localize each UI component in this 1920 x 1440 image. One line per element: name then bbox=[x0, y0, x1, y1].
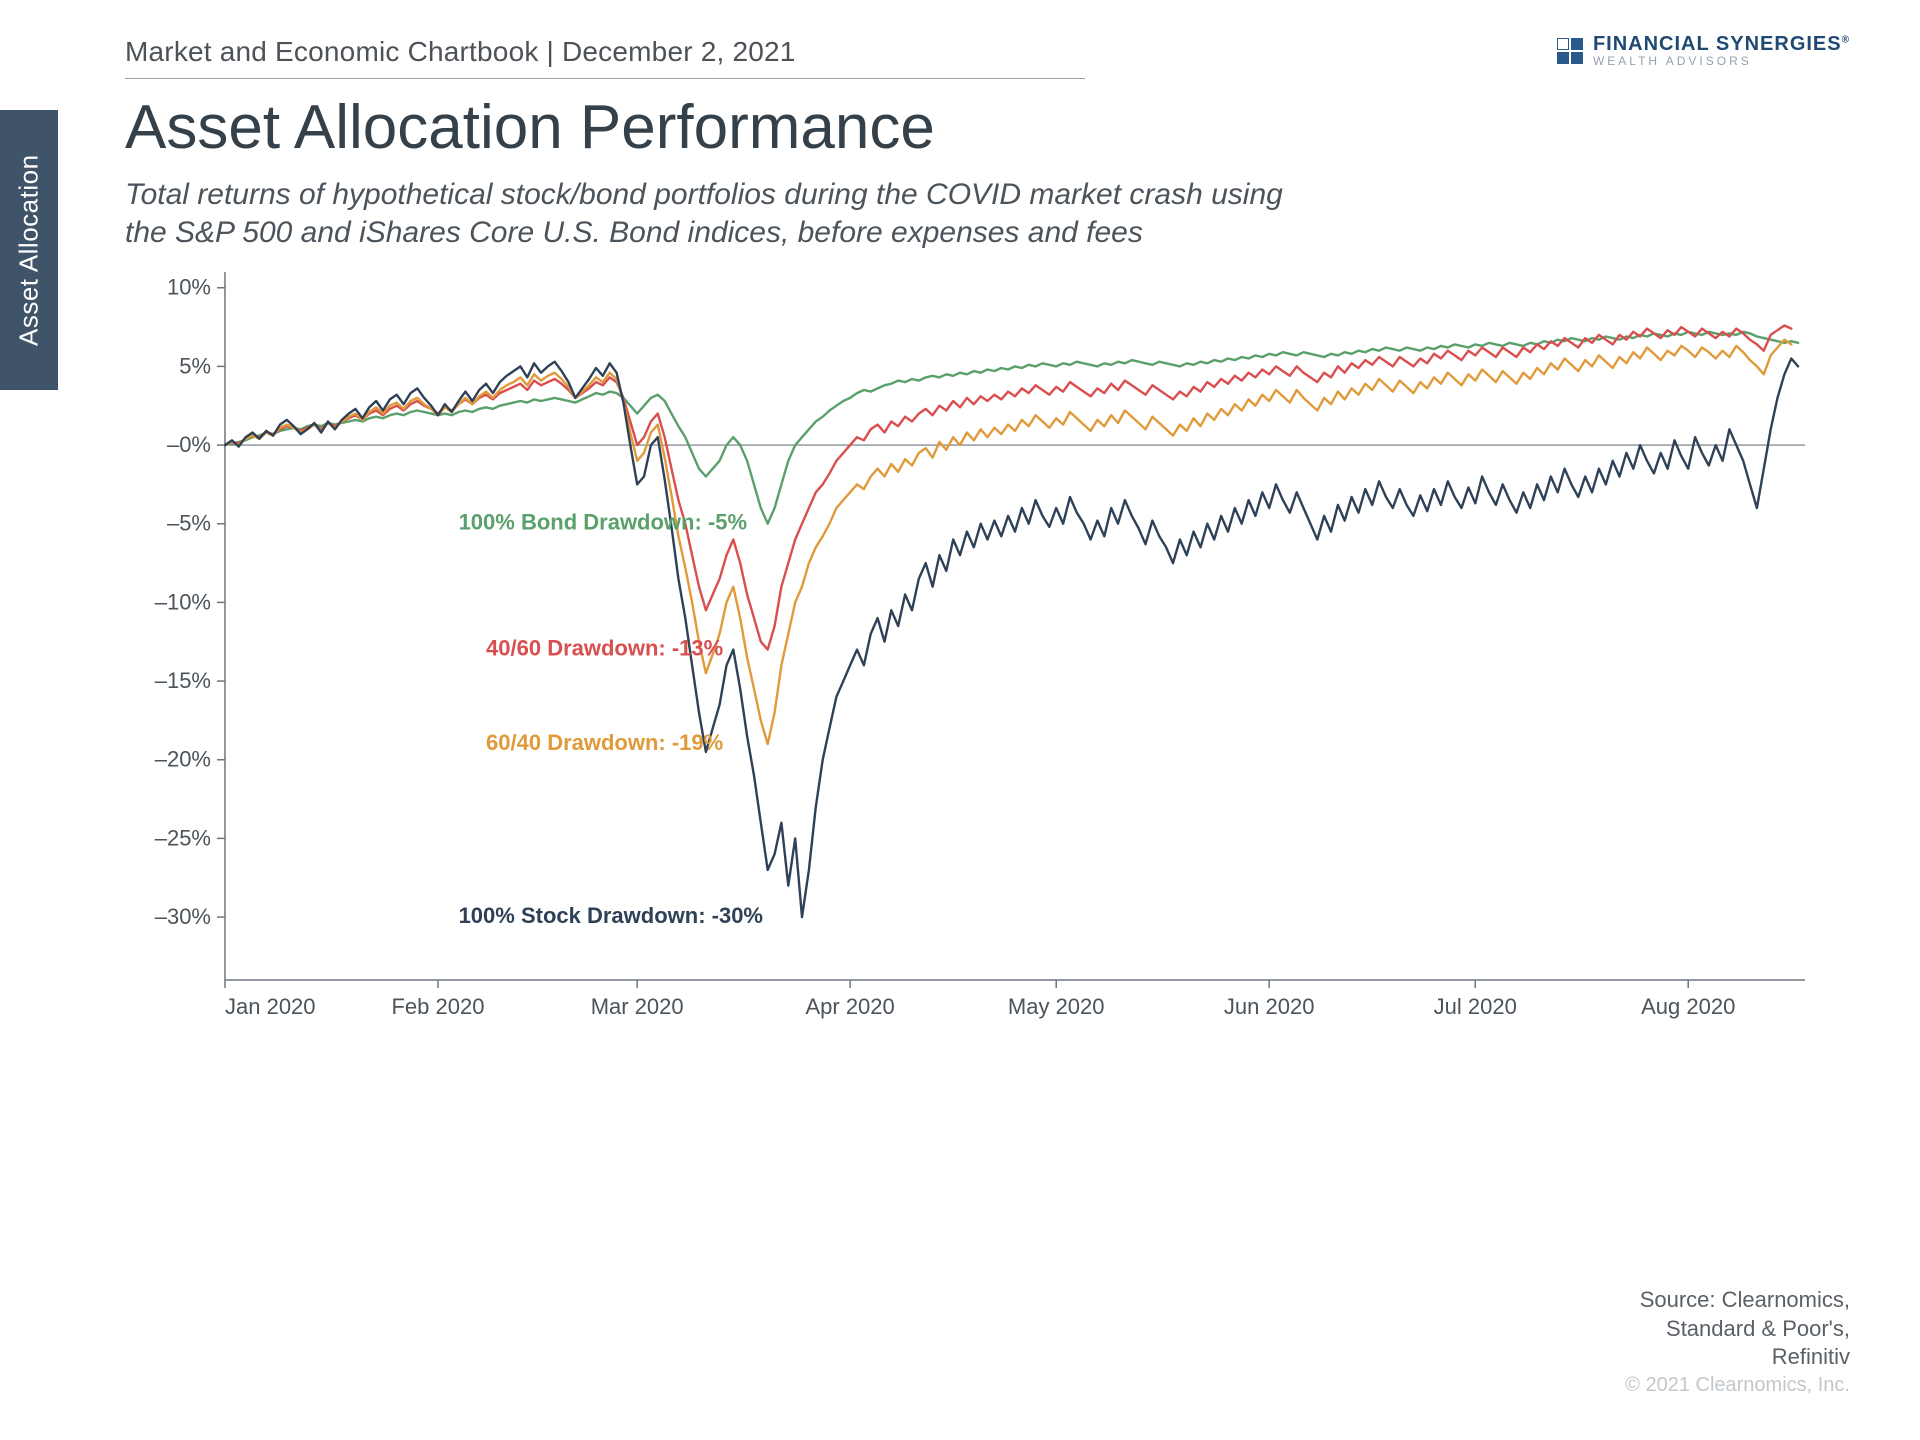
logo-mark-icon bbox=[1557, 38, 1583, 64]
line-chart: –30% –25% –20% –15% –10% –5% –0% 5% 10% Jan 2020 F… bbox=[125, 260, 1825, 1040]
logo-line2: WEALTH ADVISORS bbox=[1593, 55, 1850, 68]
header-rule bbox=[125, 78, 1085, 79]
svg-text:–30%: –30% bbox=[155, 904, 211, 929]
header-text: Market and Economic Chartbook | December… bbox=[125, 36, 796, 67]
svg-text:100% Stock Drawdown: -30%: 100% Stock Drawdown: -30% bbox=[459, 903, 763, 928]
svg-text:–20%: –20% bbox=[155, 747, 211, 772]
svg-text:5%: 5% bbox=[179, 353, 211, 378]
svg-text:Mar 2020: Mar 2020 bbox=[591, 994, 684, 1019]
svg-text:–25%: –25% bbox=[155, 825, 211, 850]
page-title: Asset Allocation Performance bbox=[125, 92, 935, 163]
footer: Source: Clearnomics, Standard & Poor's, … bbox=[1625, 1286, 1850, 1398]
svg-text:–10%: –10% bbox=[155, 589, 211, 614]
svg-text:May 2020: May 2020 bbox=[1008, 994, 1105, 1019]
svg-text:–5%: –5% bbox=[167, 511, 211, 536]
svg-text:Jul 2020: Jul 2020 bbox=[1434, 994, 1517, 1019]
side-tab: Asset Allocation bbox=[0, 110, 58, 390]
svg-text:–15%: –15% bbox=[155, 668, 211, 693]
svg-text:–0%: –0% bbox=[167, 432, 211, 457]
svg-text:Aug 2020: Aug 2020 bbox=[1641, 994, 1735, 1019]
footer-source-1: Source: Clearnomics, bbox=[1625, 1286, 1850, 1315]
logo-line1: FINANCIAL SYNERGIES® bbox=[1593, 34, 1850, 55]
footer-source-2: Standard & Poor's, bbox=[1625, 1315, 1850, 1344]
svg-text:40/60 Drawdown: -13%: 40/60 Drawdown: -13% bbox=[486, 636, 723, 661]
logo: FINANCIAL SYNERGIES® WEALTH ADVISORS bbox=[1557, 34, 1850, 68]
footer-copyright: © 2021 Clearnomics, Inc. bbox=[1625, 1372, 1850, 1398]
svg-text:Jun 2020: Jun 2020 bbox=[1224, 994, 1315, 1019]
svg-text:10%: 10% bbox=[167, 275, 211, 300]
svg-text:Jan 2020: Jan 2020 bbox=[225, 994, 316, 1019]
svg-text:100% Bond Drawdown: -5%: 100% Bond Drawdown: -5% bbox=[459, 510, 747, 535]
page-subtitle: Total returns of hypothetical stock/bond… bbox=[125, 176, 1325, 251]
svg-text:Apr 2020: Apr 2020 bbox=[805, 994, 894, 1019]
footer-source-3: Refinitiv bbox=[1625, 1343, 1850, 1372]
svg-text:Feb 2020: Feb 2020 bbox=[391, 994, 484, 1019]
svg-text:60/40 Drawdown: -19%: 60/40 Drawdown: -19% bbox=[486, 730, 723, 755]
